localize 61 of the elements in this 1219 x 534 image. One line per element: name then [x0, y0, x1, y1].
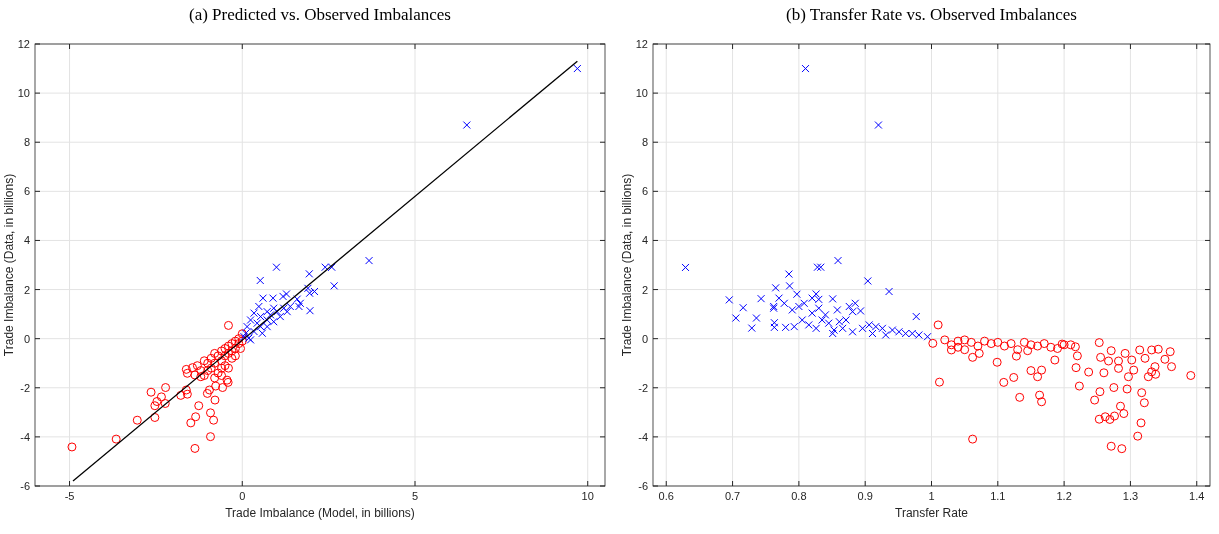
- point: [276, 312, 285, 321]
- point: [254, 302, 263, 311]
- point: [462, 121, 471, 130]
- y-tick-label: 0: [23, 332, 30, 345]
- y-tick-label: -4: [638, 430, 648, 443]
- y-tick-label: 8: [641, 136, 648, 149]
- y-tick-label: 2: [23, 283, 30, 296]
- point: [305, 269, 314, 278]
- y-tick-label: 12: [17, 38, 30, 50]
- x-tick-label: 1.3: [1122, 490, 1139, 502]
- y-axis-title: Trade Imbalance (Data, in billions): [2, 173, 16, 357]
- y-tick-label: 4: [641, 234, 648, 247]
- point: [269, 294, 278, 303]
- point: [279, 292, 288, 301]
- x-tick-label: 1: [928, 490, 935, 502]
- point: [256, 276, 265, 285]
- x-tick-label: 0.6: [658, 490, 674, 502]
- x-tick-label: 0.9: [857, 490, 873, 502]
- x-tick-label: 1.1: [990, 490, 1006, 502]
- point: [263, 307, 272, 316]
- y-tick-label: 12: [635, 38, 648, 50]
- point: [246, 316, 255, 324]
- point: [303, 284, 312, 293]
- point: [573, 64, 582, 73]
- point: [243, 322, 252, 331]
- point: [259, 294, 267, 303]
- x-axis-title: Trade Imbalance (Model, in billions): [225, 506, 415, 520]
- y-tick-label: -4: [20, 430, 30, 443]
- y-tick-label: 10: [635, 87, 648, 100]
- y-tick-label: 6: [23, 185, 30, 198]
- y-tick-label: -2: [638, 381, 648, 394]
- y-tick-label: 0: [641, 332, 648, 345]
- point: [293, 295, 302, 304]
- x-tick-label: 0.8: [791, 490, 807, 502]
- y-tick-label: 6: [641, 185, 648, 198]
- x-tick-label: 1.4: [1189, 490, 1205, 502]
- point: [250, 309, 259, 318]
- x-axis-title: Transfer Rate: [895, 506, 969, 520]
- y-tick-label: -6: [20, 480, 30, 492]
- point: [283, 307, 292, 316]
- point: [330, 281, 339, 290]
- x-tick-label: 0.7: [724, 490, 741, 502]
- point: [273, 307, 282, 316]
- y-tick-label: 2: [641, 283, 648, 296]
- y-tick-label: 8: [23, 136, 30, 149]
- x-tick-label: 5: [411, 490, 419, 502]
- chart-title: (b) Transfer Rate vs. Observed Imbalances: [786, 5, 1077, 24]
- point: [256, 312, 265, 321]
- y-tick-label: 10: [17, 87, 30, 100]
- y-tick-label: -2: [20, 381, 30, 394]
- point: [365, 256, 374, 265]
- y-tick-label: 4: [23, 234, 30, 247]
- y-tick-label: -6: [638, 480, 648, 492]
- y-axis-title: Trade Imbalance (Data, in billions): [620, 173, 634, 357]
- x-tick-label: 1.2: [1056, 490, 1072, 502]
- x-tick-label: 0: [239, 490, 246, 502]
- point: [272, 263, 281, 272]
- x-tick-label: -5: [64, 490, 75, 502]
- chart-title: (a) Predicted vs. Observed Imbalances: [189, 5, 451, 24]
- point: [305, 306, 314, 315]
- x-tick-label: 10: [581, 490, 594, 502]
